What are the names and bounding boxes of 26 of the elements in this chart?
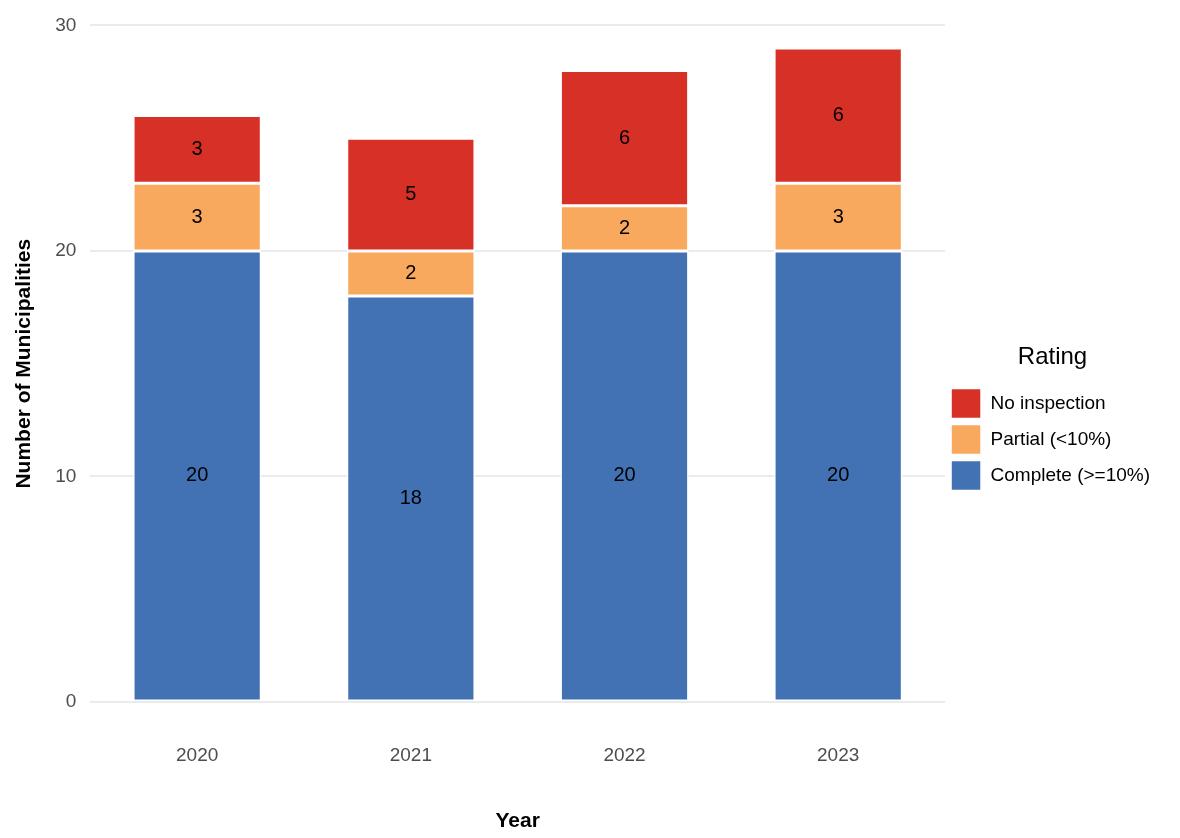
x-axis-title: Year [495, 808, 540, 832]
data-label: 3 [191, 136, 203, 159]
data-label: 2 [618, 215, 631, 238]
data-label: 3 [191, 204, 203, 227]
data-label: 20 [827, 463, 850, 486]
legend-label: Complete (>=10%) [990, 463, 1150, 485]
x-tick-label: 2022 [603, 743, 646, 765]
y-tick-label: 10 [55, 464, 77, 486]
y-tick-label: 0 [65, 690, 77, 712]
data-label: 5 [405, 182, 417, 205]
legend-label: No inspection [990, 391, 1106, 413]
x-tick-label: 2020 [176, 743, 219, 765]
x-tick-label: 2021 [389, 743, 432, 765]
data-label: 3 [832, 204, 844, 227]
y-tick-label: 20 [55, 239, 77, 261]
data-label: 18 [399, 486, 422, 509]
data-label: 2 [405, 261, 417, 283]
data-label: 20 [186, 463, 209, 486]
data-label: 6 [832, 103, 844, 126]
legend-label: Partial (<10%) [990, 427, 1112, 449]
data-label: 6 [618, 125, 631, 148]
y-tick-label: 30 [55, 13, 77, 35]
y-axis-title: Number of Municipalities [11, 238, 35, 489]
legend-title: Rating [1017, 342, 1088, 370]
data-label: 20 [613, 463, 636, 486]
x-tick-label: 2023 [817, 743, 860, 765]
